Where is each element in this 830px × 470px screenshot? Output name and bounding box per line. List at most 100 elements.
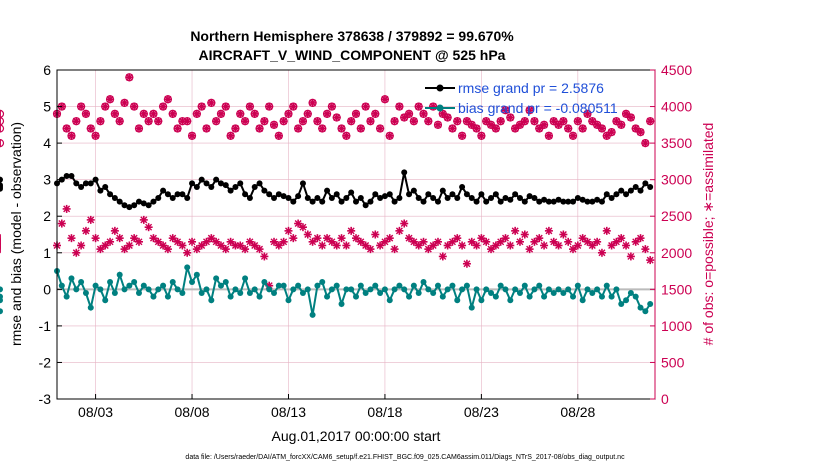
obs-assimilated-marker — [173, 237, 182, 246]
rmse-point — [516, 194, 523, 201]
bias-point — [536, 282, 543, 289]
obs-assimilated-marker — [260, 252, 269, 261]
obs-possible-marker-bar-d2 — [111, 110, 119, 118]
obs-assimilated-marker — [221, 245, 230, 254]
obs-assimilated-marker-bar-d2 — [207, 234, 215, 242]
obs-possible-marker-bar-d2 — [468, 121, 476, 129]
bias-point — [555, 286, 562, 293]
y-right-tick-label: 500 — [661, 354, 685, 370]
obs-possible-marker — [559, 117, 568, 126]
obs-possible-marker — [414, 102, 423, 111]
rmse-point — [608, 194, 615, 201]
rmse-point — [623, 191, 630, 198]
obs-assimilated-marker — [376, 241, 385, 250]
rmse-point — [295, 193, 302, 200]
obs-assimilated-marker-bar-d2 — [381, 238, 389, 246]
rmse-point — [637, 187, 644, 194]
legend-rmse-marker — [436, 84, 444, 92]
obs-assimilated-marker-bar-d2 — [357, 238, 365, 246]
obs-assimilated-marker — [419, 237, 428, 246]
rmse-point — [420, 198, 427, 205]
y-right-tick-label: 4500 — [661, 62, 692, 78]
rmse-point — [261, 187, 268, 194]
obs-assimilated-marker — [569, 245, 578, 254]
obs-possible-marker — [72, 117, 81, 126]
bias-point — [304, 286, 311, 293]
rmse-point — [150, 198, 157, 205]
obs-possible-marker-bar-d2 — [275, 132, 283, 140]
obs-assimilated-marker — [250, 241, 259, 250]
bias-point — [454, 297, 461, 304]
obs-assimilated-marker-bar-d2 — [386, 234, 394, 242]
rmse-point — [531, 194, 538, 201]
bias-point — [401, 286, 408, 293]
obs-assimilated-marker-bar-d2 — [270, 238, 278, 246]
obs-assimilated-marker-bar-d2 — [420, 238, 428, 246]
obs-assimilated-marker-bar-d2 — [530, 238, 538, 246]
obs-assimilated-marker — [380, 237, 389, 246]
rmse-point — [213, 176, 220, 183]
obs-assimilated-marker — [149, 234, 158, 243]
obs-assimilated-marker-bar-d2 — [593, 238, 601, 246]
obs-possible-marker-bar-d2 — [280, 117, 288, 125]
obs-assimilated-marker — [385, 234, 394, 243]
obs-assimilated-marker — [91, 234, 100, 243]
rmse-point — [618, 187, 625, 194]
rmse-point — [145, 202, 152, 209]
obs-possible-marker — [636, 128, 645, 137]
bias-point — [193, 271, 200, 278]
bias-point — [299, 289, 306, 296]
obs-possible-marker-bar-d2 — [347, 117, 355, 125]
obs-possible-marker — [0, 139, 5, 148]
obs-assimilated-marker-bar-d2 — [371, 231, 379, 238]
obs-assimilated-marker-bar-d2 — [111, 227, 119, 235]
bias-point — [324, 293, 331, 300]
obs-assimilated-marker-bar-d2 — [424, 245, 432, 253]
obs-assimilated-marker-bar-d2 — [130, 234, 138, 242]
obs-possible-marker — [0, 124, 5, 133]
obs-possible-marker — [607, 128, 616, 137]
rmse-point — [275, 191, 282, 198]
rmse-point — [647, 183, 654, 190]
obs-assimilated-marker-bar-d2 — [598, 249, 606, 257]
bias-point — [425, 286, 432, 293]
bias-point — [217, 282, 224, 289]
obs-assimilated-marker — [438, 252, 447, 261]
obs-possible-marker-bar-d2 — [502, 106, 509, 114]
bias-point — [140, 282, 147, 289]
obs-possible-marker-bar-d2 — [183, 117, 191, 125]
obs-assimilated-marker-bar-d2 — [608, 241, 616, 249]
rmse-point — [565, 198, 572, 205]
obs-assimilated-marker-bar-d2 — [376, 241, 384, 249]
obs-assimilated-marker-bar-d2 — [521, 231, 529, 238]
obs-possible-marker — [105, 95, 115, 104]
obs-possible-marker — [144, 117, 153, 126]
obs-assimilated-marker — [197, 241, 206, 250]
obs-possible-marker-bar-d2 — [313, 117, 321, 125]
obs-assimilated-marker — [57, 219, 66, 228]
obs-possible-marker — [530, 117, 539, 126]
obs-possible-marker-bar-d2 — [473, 124, 481, 132]
obs-possible-marker-bar-d2 — [540, 121, 548, 129]
obs-possible-marker-bar-d2 — [304, 110, 312, 118]
obs-assimilated-marker-bar-d2 — [400, 220, 408, 228]
obs-possible-marker-bar-d2 — [72, 117, 80, 125]
obs-assimilated-marker — [593, 237, 602, 246]
obs-possible-marker — [260, 117, 269, 126]
bias-point — [261, 279, 268, 286]
obs-possible-marker-bar-d2 — [164, 95, 172, 103]
obs-assimilated-marker-bar-d2 — [318, 241, 326, 249]
obs-possible-marker — [486, 120, 496, 129]
bias-point — [169, 279, 176, 286]
bias-point — [372, 282, 379, 289]
bias-point — [0, 308, 3, 315]
bias-point — [574, 282, 581, 289]
obs-assimilated-marker-bar-d2 — [77, 241, 85, 249]
bias-point — [613, 286, 620, 293]
obs-assimilated-marker-bar-d2 — [198, 241, 206, 249]
bias-point — [242, 275, 249, 282]
obs-assimilated-marker-bar-d2 — [395, 227, 403, 235]
x-axis-ticks: 08/03 08/08 08/13 08/18 08/23 08/28 — [78, 394, 596, 420]
rmse-point — [164, 191, 171, 198]
obs-assimilated-marker — [491, 241, 500, 250]
